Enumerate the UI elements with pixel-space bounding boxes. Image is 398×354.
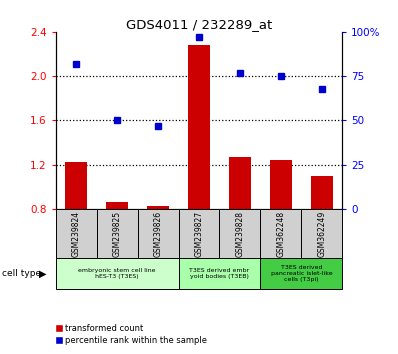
Bar	[269, 160, 292, 209]
Bar	[106, 202, 129, 209]
FancyBboxPatch shape	[301, 209, 342, 258]
Bar	[188, 45, 210, 209]
Text: ▶: ▶	[39, 268, 47, 279]
Text: embryonic stem cell line
hES-T3 (T3ES): embryonic stem cell line hES-T3 (T3ES)	[78, 268, 156, 279]
Text: GSM362249: GSM362249	[317, 211, 326, 257]
FancyBboxPatch shape	[56, 209, 97, 258]
Title: GDS4011 / 232289_at: GDS4011 / 232289_at	[126, 18, 272, 31]
FancyBboxPatch shape	[260, 209, 301, 258]
FancyBboxPatch shape	[56, 258, 179, 289]
Legend: transformed count, percentile rank within the sample: transformed count, percentile rank withi…	[52, 321, 211, 348]
Text: GSM362248: GSM362248	[276, 211, 285, 257]
Text: GSM239828: GSM239828	[236, 211, 244, 257]
Bar	[310, 176, 333, 209]
Text: T3ES derived
pancreatic islet-like
cells (T3pi): T3ES derived pancreatic islet-like cells…	[271, 265, 332, 282]
FancyBboxPatch shape	[219, 209, 260, 258]
Text: GSM239827: GSM239827	[195, 211, 203, 257]
Text: GSM239825: GSM239825	[113, 211, 122, 257]
FancyBboxPatch shape	[179, 209, 219, 258]
Bar	[229, 157, 251, 209]
Text: GSM239824: GSM239824	[72, 211, 81, 257]
Text: cell type: cell type	[2, 269, 41, 278]
FancyBboxPatch shape	[179, 258, 260, 289]
Text: T3ES derived embr
yoid bodies (T3EB): T3ES derived embr yoid bodies (T3EB)	[189, 268, 250, 279]
FancyBboxPatch shape	[260, 258, 342, 289]
FancyBboxPatch shape	[138, 209, 179, 258]
Bar	[147, 206, 169, 209]
Text: GSM239826: GSM239826	[154, 211, 162, 257]
FancyBboxPatch shape	[97, 209, 138, 258]
Bar	[65, 162, 88, 209]
